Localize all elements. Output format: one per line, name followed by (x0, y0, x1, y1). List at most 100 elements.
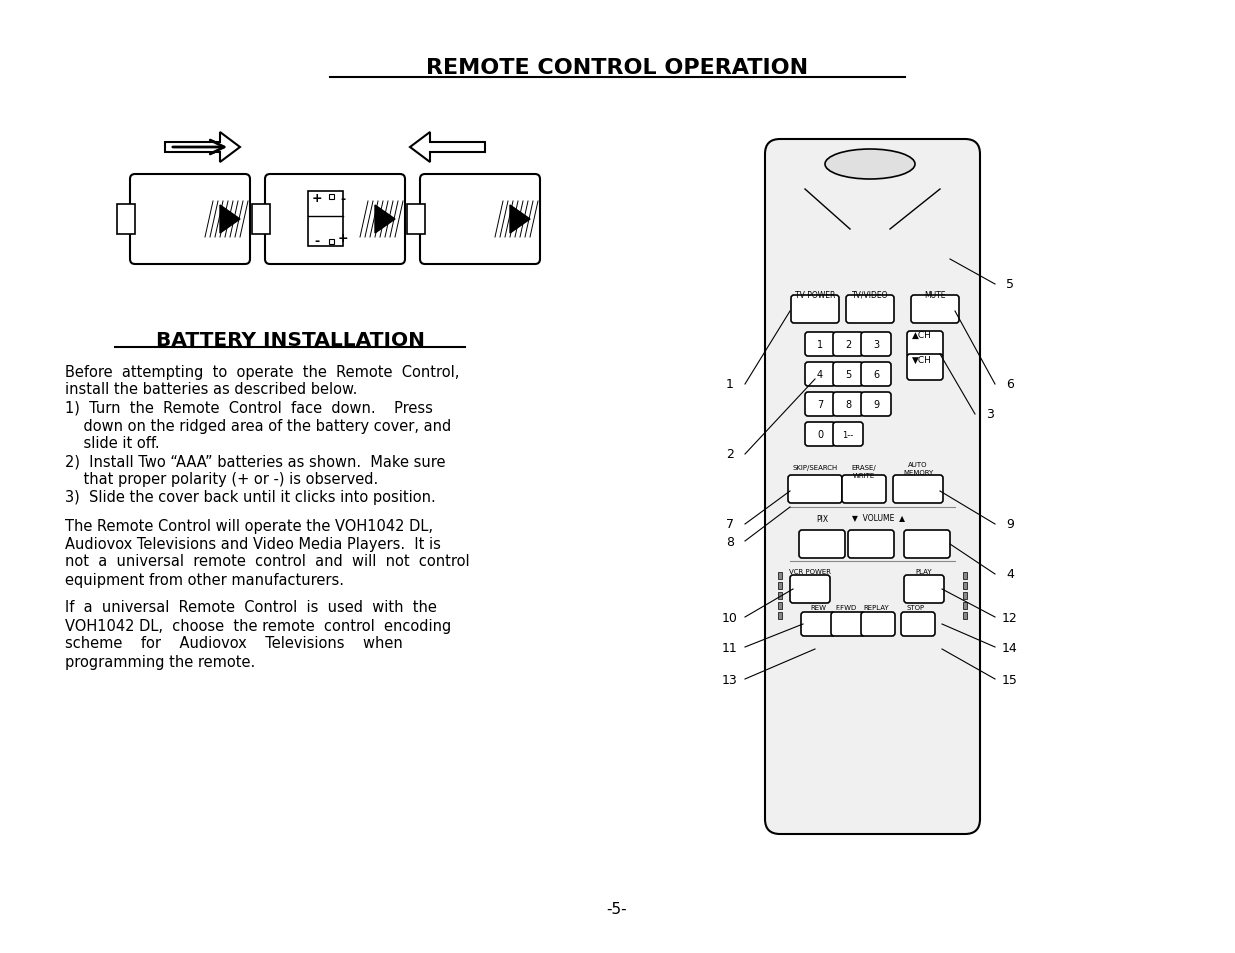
Text: 2: 2 (845, 339, 851, 350)
Bar (963, 602, 967, 609)
Polygon shape (410, 132, 485, 163)
Text: TV/VIDEO: TV/VIDEO (852, 291, 888, 299)
Text: 8: 8 (845, 399, 851, 410)
Text: 5: 5 (1007, 278, 1014, 292)
Text: PIX: PIX (816, 515, 827, 524)
Text: 4: 4 (1007, 568, 1014, 581)
Text: STOP: STOP (906, 604, 925, 610)
FancyBboxPatch shape (861, 393, 890, 416)
Text: MEMORY: MEMORY (903, 470, 934, 476)
Text: install the batteries as described below.: install the batteries as described below… (65, 382, 357, 397)
FancyBboxPatch shape (861, 613, 895, 637)
FancyBboxPatch shape (805, 333, 835, 356)
FancyBboxPatch shape (906, 355, 944, 380)
Text: 3: 3 (873, 339, 879, 350)
FancyBboxPatch shape (911, 295, 960, 324)
Text: scheme    for    Audiovox    Televisions    when: scheme for Audiovox Televisions when (65, 636, 403, 651)
Text: 15: 15 (1002, 673, 1018, 686)
Text: Before  attempting  to  operate  the  Remote  Control,: Before attempting to operate the Remote … (65, 364, 459, 379)
Text: 2: 2 (726, 448, 734, 461)
Text: 1--: 1-- (842, 430, 853, 439)
FancyBboxPatch shape (831, 613, 864, 637)
Text: 9: 9 (873, 399, 879, 410)
Text: 9: 9 (1007, 518, 1014, 531)
Text: 10: 10 (722, 611, 739, 624)
Bar (778, 602, 782, 609)
FancyBboxPatch shape (832, 363, 863, 387)
FancyBboxPatch shape (790, 576, 830, 603)
Text: 6: 6 (1007, 378, 1014, 391)
Text: down on the ridged area of the battery cover, and: down on the ridged area of the battery c… (65, 418, 451, 433)
FancyBboxPatch shape (904, 531, 950, 558)
FancyBboxPatch shape (842, 476, 885, 503)
FancyBboxPatch shape (893, 476, 944, 503)
Text: REPLAY: REPLAY (863, 604, 889, 610)
FancyBboxPatch shape (266, 174, 405, 265)
Text: If  a  universal  Remote  Control  is  used  with  the: If a universal Remote Control is used wi… (65, 599, 437, 615)
FancyBboxPatch shape (420, 174, 540, 265)
Text: 12: 12 (1002, 611, 1018, 624)
Bar (329, 240, 333, 245)
Text: WRITE: WRITE (853, 473, 876, 478)
Text: equipment from other manufacturers.: equipment from other manufacturers. (65, 572, 345, 587)
Polygon shape (375, 206, 395, 233)
Text: ▼  VOLUME  ▲: ▼ VOLUME ▲ (851, 513, 904, 522)
Text: 1: 1 (816, 339, 823, 350)
Text: +: + (311, 192, 322, 204)
Bar (329, 194, 333, 200)
Text: slide it off.: slide it off. (65, 436, 159, 451)
FancyBboxPatch shape (805, 393, 835, 416)
Text: REW: REW (810, 604, 826, 610)
Text: ▼CH: ▼CH (911, 355, 932, 364)
Text: 13: 13 (722, 673, 737, 686)
Text: SKIP/SEARCH: SKIP/SEARCH (793, 464, 837, 471)
Bar (963, 593, 967, 599)
Bar (963, 613, 967, 619)
Text: 4: 4 (816, 370, 823, 379)
FancyBboxPatch shape (848, 531, 894, 558)
Text: -5-: -5- (606, 902, 627, 917)
Polygon shape (220, 206, 240, 233)
Text: PLAY: PLAY (915, 568, 932, 575)
Bar (252, 205, 270, 234)
Text: AUTO: AUTO (908, 461, 927, 468)
FancyBboxPatch shape (799, 531, 845, 558)
Polygon shape (510, 206, 530, 233)
Text: ▲CH: ▲CH (911, 330, 932, 339)
Ellipse shape (825, 150, 915, 180)
FancyBboxPatch shape (832, 393, 863, 416)
Text: 11: 11 (722, 640, 737, 654)
Text: BATTERY INSTALLATION: BATTERY INSTALLATION (156, 330, 425, 349)
Text: not  a  universal  remote  control  and  will  not  control: not a universal remote control and will … (65, 554, 469, 569)
Text: REMOTE CONTROL OPERATION: REMOTE CONTROL OPERATION (426, 58, 808, 78)
FancyBboxPatch shape (832, 333, 863, 356)
Bar (778, 573, 782, 579)
Text: The Remote Control will operate the VOH1042 DL,: The Remote Control will operate the VOH1… (65, 518, 433, 533)
Text: VOH1042 DL,  choose  the remote  control  encoding: VOH1042 DL, choose the remote control en… (65, 618, 451, 633)
Text: 7: 7 (816, 399, 823, 410)
Text: 7: 7 (726, 518, 734, 531)
Text: -: - (315, 235, 320, 248)
Text: -: - (341, 193, 346, 206)
FancyBboxPatch shape (906, 332, 944, 357)
Bar (778, 593, 782, 599)
FancyBboxPatch shape (805, 363, 835, 387)
FancyBboxPatch shape (861, 333, 890, 356)
Polygon shape (165, 132, 240, 163)
Text: MUTE: MUTE (924, 291, 946, 299)
Bar (963, 573, 967, 579)
Text: 0: 0 (816, 430, 823, 439)
FancyBboxPatch shape (788, 476, 842, 503)
Text: Audiovox Televisions and Video Media Players.  It is: Audiovox Televisions and Video Media Pla… (65, 536, 441, 551)
FancyArrowPatch shape (173, 141, 224, 154)
Bar (778, 613, 782, 619)
FancyBboxPatch shape (902, 613, 935, 637)
Text: 6: 6 (873, 370, 879, 379)
FancyBboxPatch shape (846, 295, 894, 324)
Bar (308, 192, 343, 247)
Text: 1)  Turn  the  Remote  Control  face  down.    Press: 1) Turn the Remote Control face down. Pr… (65, 400, 433, 416)
Text: VCR POWER: VCR POWER (789, 568, 831, 575)
Text: 3)  Slide the cover back until it clicks into position.: 3) Slide the cover back until it clicks … (65, 490, 436, 505)
FancyBboxPatch shape (904, 576, 944, 603)
Text: 2)  Install Two “AAA” batteries as shown.  Make sure: 2) Install Two “AAA” batteries as shown.… (65, 454, 446, 469)
